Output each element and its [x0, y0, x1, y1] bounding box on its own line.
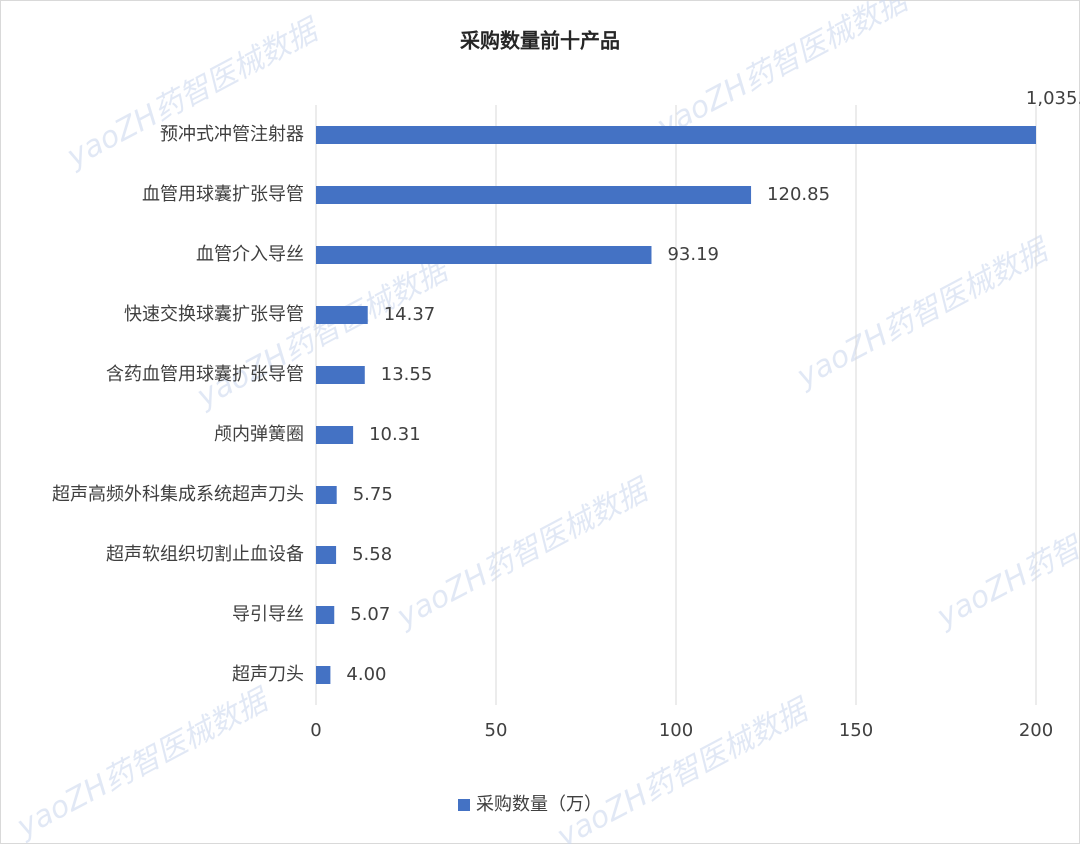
- bar: [316, 126, 1036, 144]
- bar: [316, 426, 354, 444]
- legend-label: 采购数量（万）: [476, 794, 602, 815]
- chart-title: 采购数量前十产品: [460, 29, 620, 53]
- value-label: 5.75: [353, 484, 393, 505]
- value-label: 5.58: [352, 544, 392, 565]
- y-tick-label: 含药血管用球囊扩张导管: [106, 364, 304, 385]
- labels: 0 50 100 150 200 预冲式冲管注射器 1,035.81 血管用球囊扩张导管 120…: [52, 88, 1080, 815]
- y-tick-label: 预冲式冲管注射器: [160, 124, 304, 145]
- value-label: 4.00: [346, 664, 386, 685]
- bar: [316, 366, 365, 384]
- y-tick-label: 血管介入导丝: [196, 244, 304, 265]
- bar: [316, 186, 752, 204]
- bar: [316, 606, 335, 624]
- x-tick-label: 0: [310, 720, 321, 741]
- value-label: 93.19: [667, 244, 719, 265]
- y-tick-label: 超声高频外科集成系统超声刀头: [52, 484, 304, 505]
- y-tick-label: 超声软组织切割止血设备: [106, 544, 304, 565]
- bar: [316, 666, 331, 684]
- grid: [315, 105, 1037, 705]
- y-tick-label: 颅内弹簧圈: [214, 424, 304, 445]
- value-label: 120.85: [767, 184, 830, 205]
- bars: [316, 126, 1036, 684]
- bar: [316, 246, 652, 264]
- value-label: 10.31: [369, 424, 421, 445]
- x-tick-label: 100: [659, 720, 693, 741]
- bar: [316, 486, 337, 504]
- y-tick-label: 快速交换球囊扩张导管: [124, 304, 304, 325]
- value-label: 1,035.81: [1026, 88, 1080, 109]
- y-tick-label: 超声刀头: [232, 664, 304, 685]
- value-label: 14.37: [384, 304, 436, 325]
- y-tick-label: 导引导丝: [232, 604, 304, 625]
- value-label: 13.55: [381, 364, 433, 385]
- value-label: 5.07: [350, 604, 390, 625]
- bar: [316, 546, 337, 564]
- bar: [316, 306, 368, 324]
- x-tick-label: 50: [485, 720, 508, 741]
- y-tick-label: 血管用球囊扩张导管: [142, 184, 304, 205]
- x-tick-label: 200: [1019, 720, 1053, 741]
- x-tick-label: 150: [839, 720, 873, 741]
- legend-swatch: [458, 799, 470, 811]
